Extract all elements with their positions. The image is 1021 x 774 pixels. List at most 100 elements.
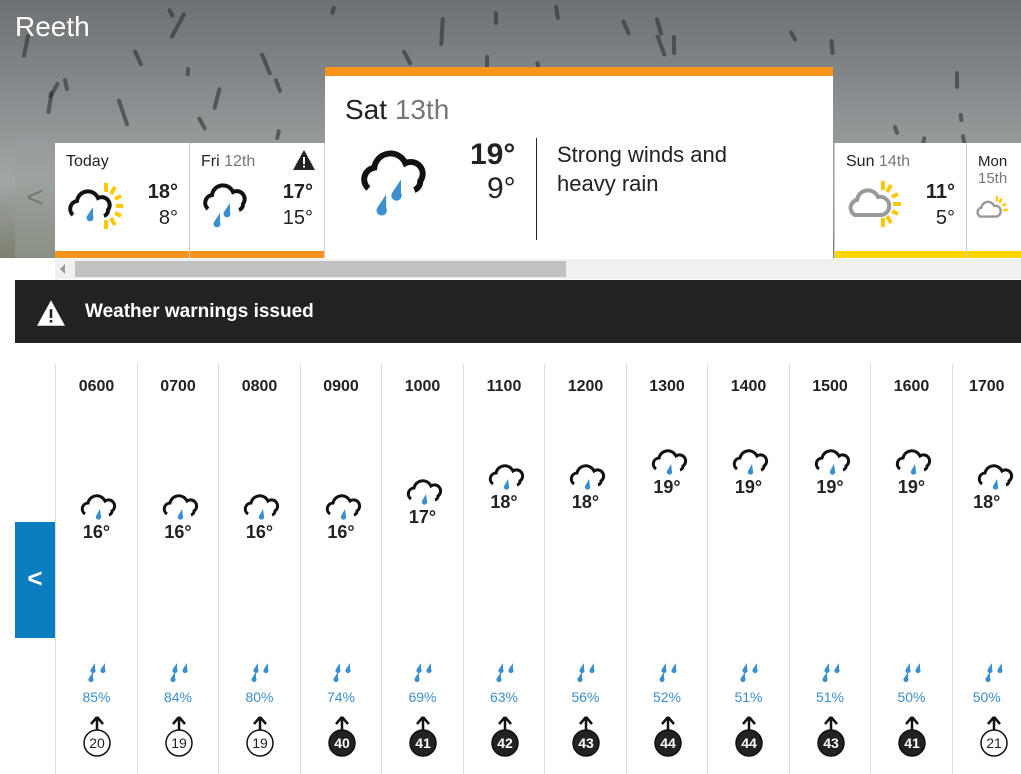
hour-time: 1600 (893, 378, 930, 395)
high-temp: 11° (925, 181, 955, 203)
raindrop-decoration (212, 86, 222, 110)
wind-direction-icon: 20 (83, 716, 111, 757)
rain-chance: 80% (245, 689, 274, 705)
raindrop-decoration (493, 11, 499, 26)
hour-column[interactable]: 0900 16° 74% 40 (299, 364, 382, 774)
hour-column[interactable]: 1300 19° 52% 44 (625, 364, 708, 774)
rain-chance: 69% (408, 689, 437, 705)
hour-column[interactable]: 1500 19° 51% 43 (788, 364, 871, 774)
wind-speed: 19 (171, 735, 187, 751)
day-name: Mon (978, 153, 1008, 170)
cloud-rain-icon (977, 464, 1013, 490)
day-name: Today (66, 153, 109, 170)
hour-time: 1400 (730, 378, 767, 395)
raindrop-decoration (47, 81, 60, 100)
hour-temp: 17° (408, 507, 437, 527)
hour-column[interactable]: 1400 19° 51% 44 (707, 364, 789, 774)
raindrop-decoration (654, 16, 664, 36)
cloud-rain-icon (651, 449, 687, 475)
wind-speed: 41 (904, 735, 920, 751)
wind-speed: 40 (334, 735, 350, 751)
hour-time: 0700 (160, 378, 196, 395)
selected-day-card[interactable]: Sat 13th 19° 9° Strong winds and heavy r… (325, 67, 833, 258)
weather-warning-banner[interactable]: Weather warnings issued (15, 280, 1021, 343)
hour-temp: 19° (897, 477, 926, 497)
hour-column[interactable]: 1000 17° 69% 41 (381, 364, 463, 774)
raindrop-decoration (62, 77, 70, 92)
divider (536, 138, 537, 240)
day-card-sun[interactable]: Sun 14th 11° 5° (834, 143, 967, 258)
wind-speed: 42 (497, 735, 513, 751)
day-name: Fri (201, 153, 220, 170)
cloud-rain-icon (732, 449, 769, 475)
day-date: 12th (224, 153, 256, 170)
raindrop-decoration (958, 112, 964, 123)
raindrop-decoration (439, 16, 446, 47)
hour-column[interactable]: 0600 16° 85% 20 (55, 364, 137, 774)
rain-drops-icon (414, 663, 432, 682)
low-temp: 15° (282, 207, 313, 229)
hour-time: 0600 (78, 378, 115, 395)
hour-column[interactable]: 1700 18° 50% 21 (951, 364, 1021, 774)
raindrop-decoration (892, 124, 900, 136)
hour-column[interactable]: 1100 18° 63% 42 (462, 364, 545, 774)
wind-direction-icon: 43 (816, 716, 845, 757)
rain-chance: 50% (897, 689, 926, 705)
rain-drops-icon (251, 663, 269, 682)
hour-temp: 18° (973, 492, 1001, 512)
wind-direction-icon: 19 (164, 716, 193, 757)
raindrop-decoration (259, 52, 273, 77)
hour-column[interactable]: 0800 16° 80% 19 (218, 364, 300, 774)
rain-drops-icon (822, 663, 839, 682)
rain-chance: 50% (972, 689, 1001, 705)
hour-time: 1200 (567, 378, 604, 395)
raindrop-decoration (401, 49, 413, 66)
scroll-left-arrow-icon[interactable] (60, 264, 65, 274)
day-card-mon[interactable]: Mon 15th (967, 143, 1021, 258)
raindrop-decoration (116, 97, 130, 127)
hour-column[interactable]: 0700 16° 84% 19 (136, 364, 219, 774)
day-card-today[interactable]: Today 18° 8° (55, 143, 190, 258)
rain-drops-icon (170, 663, 187, 682)
raindrop-decoration (132, 49, 144, 68)
wind-direction-icon: 43 (572, 716, 600, 757)
day-color-bar (967, 251, 1021, 258)
raindrop-decoration (196, 116, 208, 132)
raindrop-decoration (655, 33, 667, 57)
hour-column[interactable]: 1600 19° 50% 41 (870, 364, 952, 774)
day-scroll-prev[interactable]: < (15, 143, 55, 258)
wind-speed: 43 (578, 735, 594, 751)
high-temp: 17° (282, 181, 313, 203)
rain-chance: 56% (571, 689, 600, 705)
hour-temp: 16° (245, 522, 274, 542)
hourly-prev-button[interactable]: < (15, 522, 55, 638)
day-card-fri[interactable]: Fri 12th 17° 15° (190, 143, 325, 258)
rain-drops-icon (577, 663, 595, 682)
wind-speed: 44 (741, 735, 757, 751)
raindrop-decoration (955, 71, 960, 90)
hour-temp: 16° (164, 522, 192, 542)
cloud-rain-icon (488, 464, 524, 490)
hour-column[interactable]: 1200 18° 56% 43 (544, 364, 626, 774)
warning-triangle-icon (293, 150, 315, 170)
raindrop-decoration (671, 34, 677, 56)
sun-cloud-rain-icon (68, 183, 123, 229)
wind-direction-icon: 19 (246, 716, 274, 757)
sun-cloud-icon (976, 196, 1008, 218)
wind-speed: 19 (252, 735, 268, 751)
scrollbar-thumb[interactable] (75, 261, 566, 277)
raindrop-decoration (166, 7, 175, 19)
hour-time: 1000 (404, 378, 441, 395)
rain-drops-icon (333, 663, 350, 682)
wind-direction-icon: 41 (898, 716, 926, 757)
hour-time: 0800 (241, 378, 278, 395)
rain-chance: 85% (82, 689, 111, 705)
hour-temp: 19° (653, 477, 681, 497)
day-date: 15th (978, 170, 1008, 187)
cloud-rain-icon (162, 494, 198, 520)
day-scrollbar[interactable] (55, 259, 1021, 279)
hour-temp: 19° (816, 477, 844, 497)
rain-drops-icon (903, 663, 921, 682)
raindrop-decoration (553, 5, 560, 21)
rain-drops-icon (985, 663, 1002, 682)
